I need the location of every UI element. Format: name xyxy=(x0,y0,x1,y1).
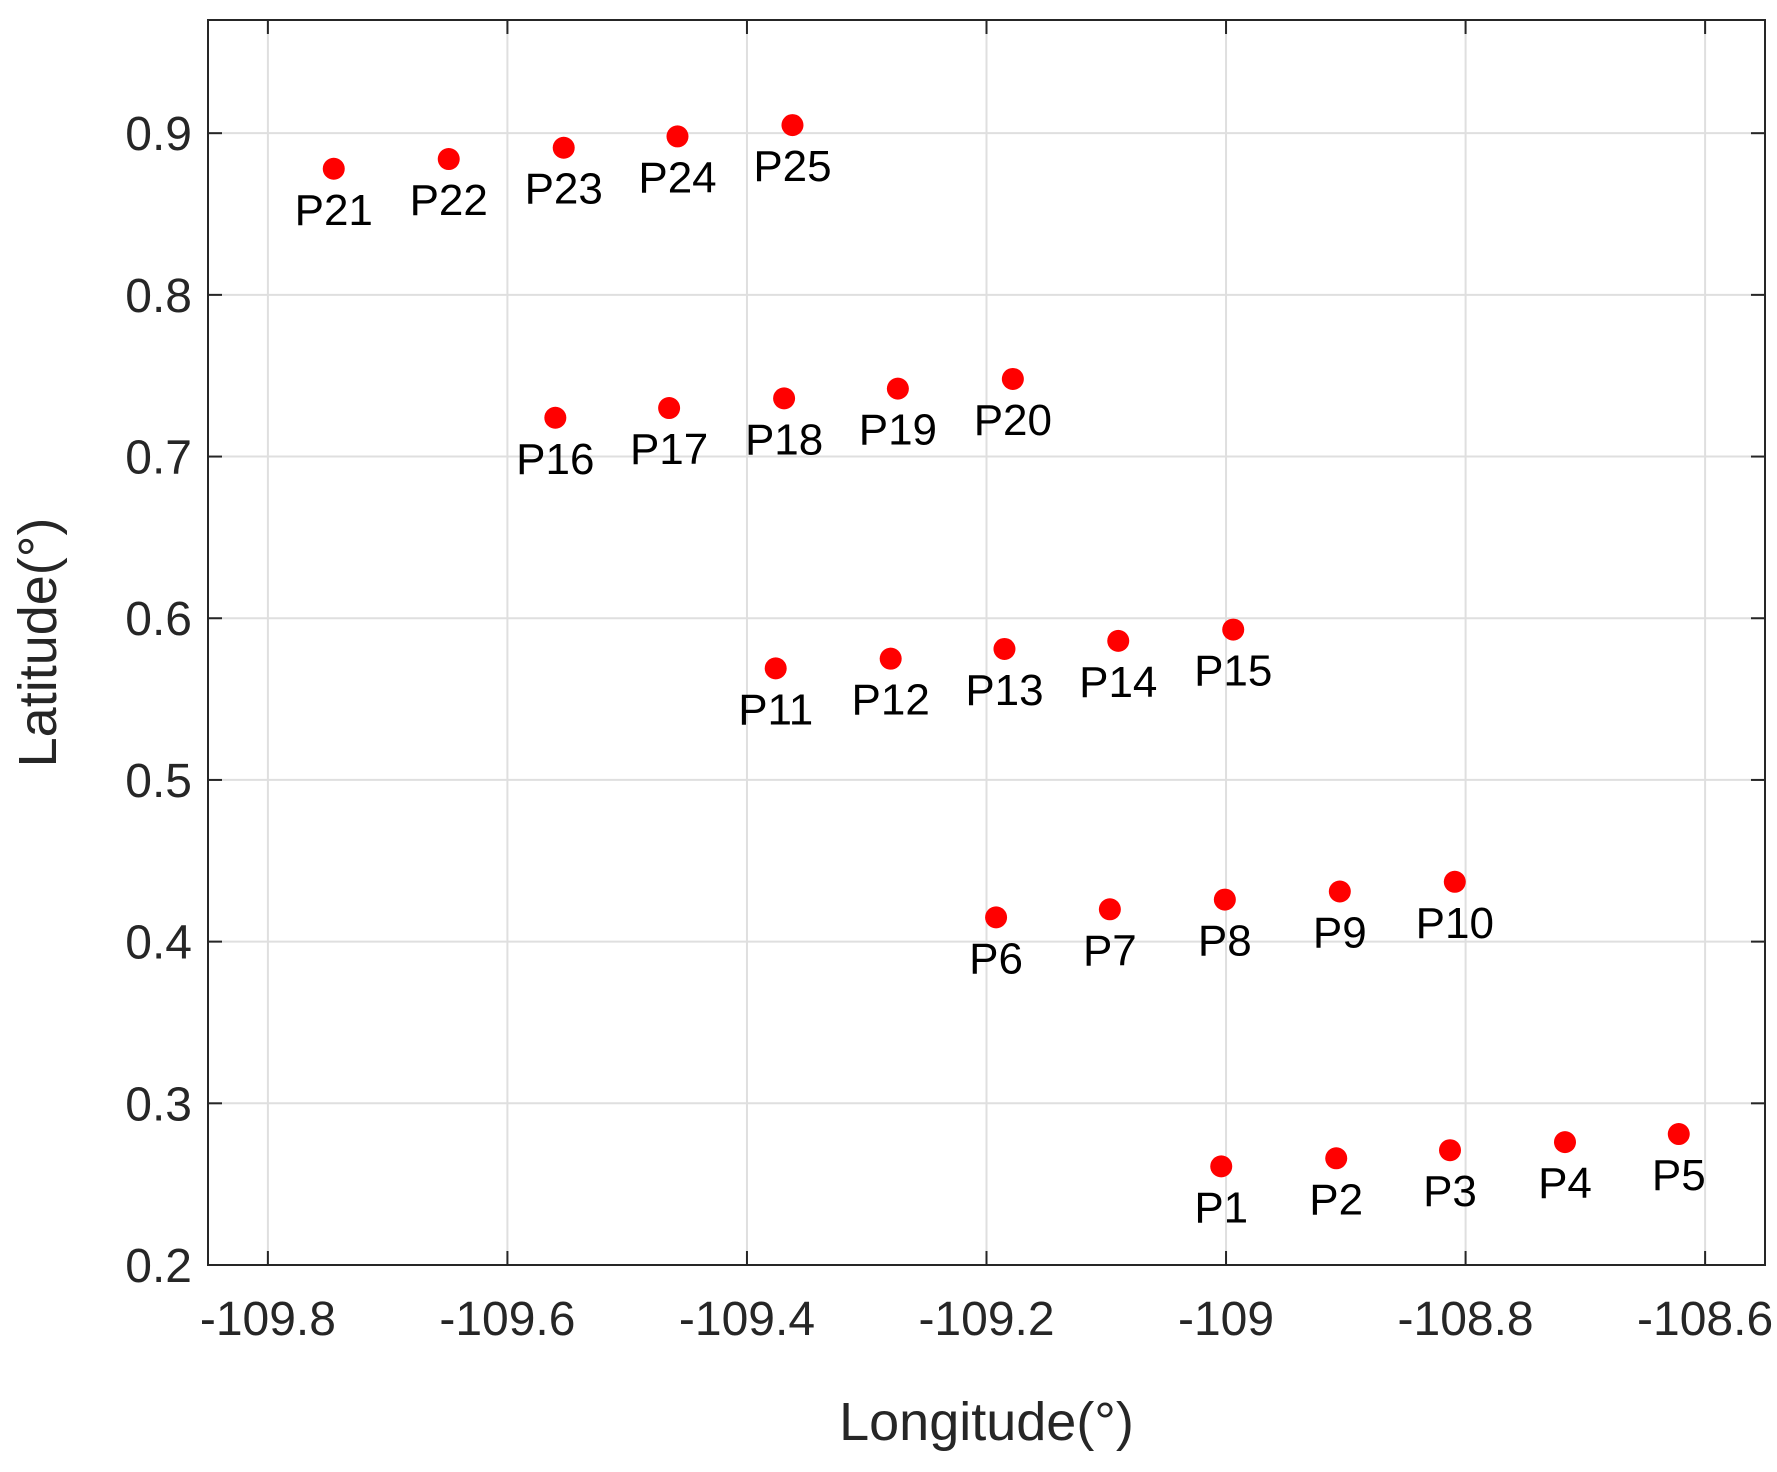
point-label-p20: P20 xyxy=(974,396,1052,445)
y-tick-label: 0.8 xyxy=(125,270,192,323)
x-tick-label: -108.8 xyxy=(1398,1293,1534,1346)
data-point-p23 xyxy=(552,136,575,159)
point-label-p13: P13 xyxy=(965,666,1043,715)
point-label-p5: P5 xyxy=(1652,1151,1706,1200)
point-labels: P1 P2 P3 P4 P5 P6 P7 P8 P9 P10 P11 P12 P13 P14 P15 P16 P… xyxy=(295,142,1706,1232)
data-point-p11 xyxy=(764,657,787,680)
point-label-p21: P21 xyxy=(295,186,373,235)
data-point-p8 xyxy=(1213,888,1236,911)
x-tick-label: -109.4 xyxy=(679,1293,815,1346)
data-point-p1 xyxy=(1210,1155,1233,1178)
y-axis-title: Latitude(°) xyxy=(8,518,68,768)
y-tick-label: 0.2 xyxy=(125,1240,192,1293)
data-point-p13 xyxy=(993,637,1016,660)
point-label-p11: P11 xyxy=(738,685,813,734)
point-label-p25: P25 xyxy=(753,142,831,191)
data-point-p19 xyxy=(886,377,909,400)
point-label-p2: P2 xyxy=(1309,1175,1363,1224)
y-tick-label: 0.3 xyxy=(125,1078,192,1131)
point-label-p18: P18 xyxy=(745,415,823,464)
data-point-p3 xyxy=(1439,1139,1462,1162)
y-tick-label: 0.9 xyxy=(125,108,192,161)
y-tick-labels: 0.2 0.3 0.4 0.5 0.6 0.7 0.8 0.9 xyxy=(125,108,192,1293)
y-tick-label: 0.4 xyxy=(125,917,192,970)
point-label-p24: P24 xyxy=(638,153,716,202)
point-label-p4: P4 xyxy=(1538,1159,1592,1208)
point-label-p3: P3 xyxy=(1423,1167,1477,1216)
data-markers xyxy=(322,114,1690,1178)
point-label-p6: P6 xyxy=(969,934,1023,983)
data-point-p4 xyxy=(1553,1131,1576,1154)
x-tick-label: -109.6 xyxy=(439,1293,575,1346)
point-label-p12: P12 xyxy=(852,676,930,725)
point-label-p16: P16 xyxy=(516,435,594,484)
data-point-p18 xyxy=(773,387,796,410)
point-label-p22: P22 xyxy=(410,176,488,225)
data-point-p5 xyxy=(1667,1123,1690,1146)
x-tick-label: -109.8 xyxy=(200,1293,336,1346)
x-tick-label: -108.6 xyxy=(1637,1293,1773,1346)
point-label-p9: P9 xyxy=(1313,909,1367,958)
data-point-p2 xyxy=(1325,1147,1348,1170)
point-label-p14: P14 xyxy=(1079,658,1157,707)
data-point-p17 xyxy=(658,397,681,420)
point-label-p17: P17 xyxy=(630,425,708,474)
data-point-p10 xyxy=(1443,870,1466,893)
x-tick-labels: -109.8 -109.6 -109.4 -109.2 -109 -108.8 -108.6 xyxy=(200,1293,1773,1346)
point-label-p10: P10 xyxy=(1416,899,1494,948)
point-label-p8: P8 xyxy=(1198,917,1252,966)
data-point-p14 xyxy=(1107,629,1130,652)
data-point-p15 xyxy=(1222,618,1245,641)
data-point-p24 xyxy=(666,125,689,148)
y-tick-label: 0.6 xyxy=(125,593,192,646)
x-tick-label: -109.2 xyxy=(918,1293,1054,1346)
x-axis-title: Longitude(°) xyxy=(839,1392,1134,1452)
data-point-p9 xyxy=(1328,880,1351,903)
point-label-p1: P1 xyxy=(1194,1183,1248,1232)
data-point-p16 xyxy=(544,406,567,429)
point-label-p7: P7 xyxy=(1083,926,1137,975)
axis-ticks xyxy=(208,20,1765,1266)
point-label-p19: P19 xyxy=(859,406,937,455)
x-tick-label: -109 xyxy=(1178,1293,1274,1346)
point-label-p15: P15 xyxy=(1194,647,1272,696)
point-label-p23: P23 xyxy=(525,165,603,214)
data-point-p7 xyxy=(1098,898,1121,921)
y-tick-label: 0.5 xyxy=(125,755,192,808)
data-point-p25 xyxy=(781,114,804,137)
data-point-p12 xyxy=(879,647,902,670)
y-tick-label: 0.7 xyxy=(125,432,192,485)
data-point-p6 xyxy=(985,906,1008,929)
data-point-p22 xyxy=(437,148,460,171)
data-point-p20 xyxy=(1001,367,1024,390)
data-point-p21 xyxy=(322,157,345,180)
